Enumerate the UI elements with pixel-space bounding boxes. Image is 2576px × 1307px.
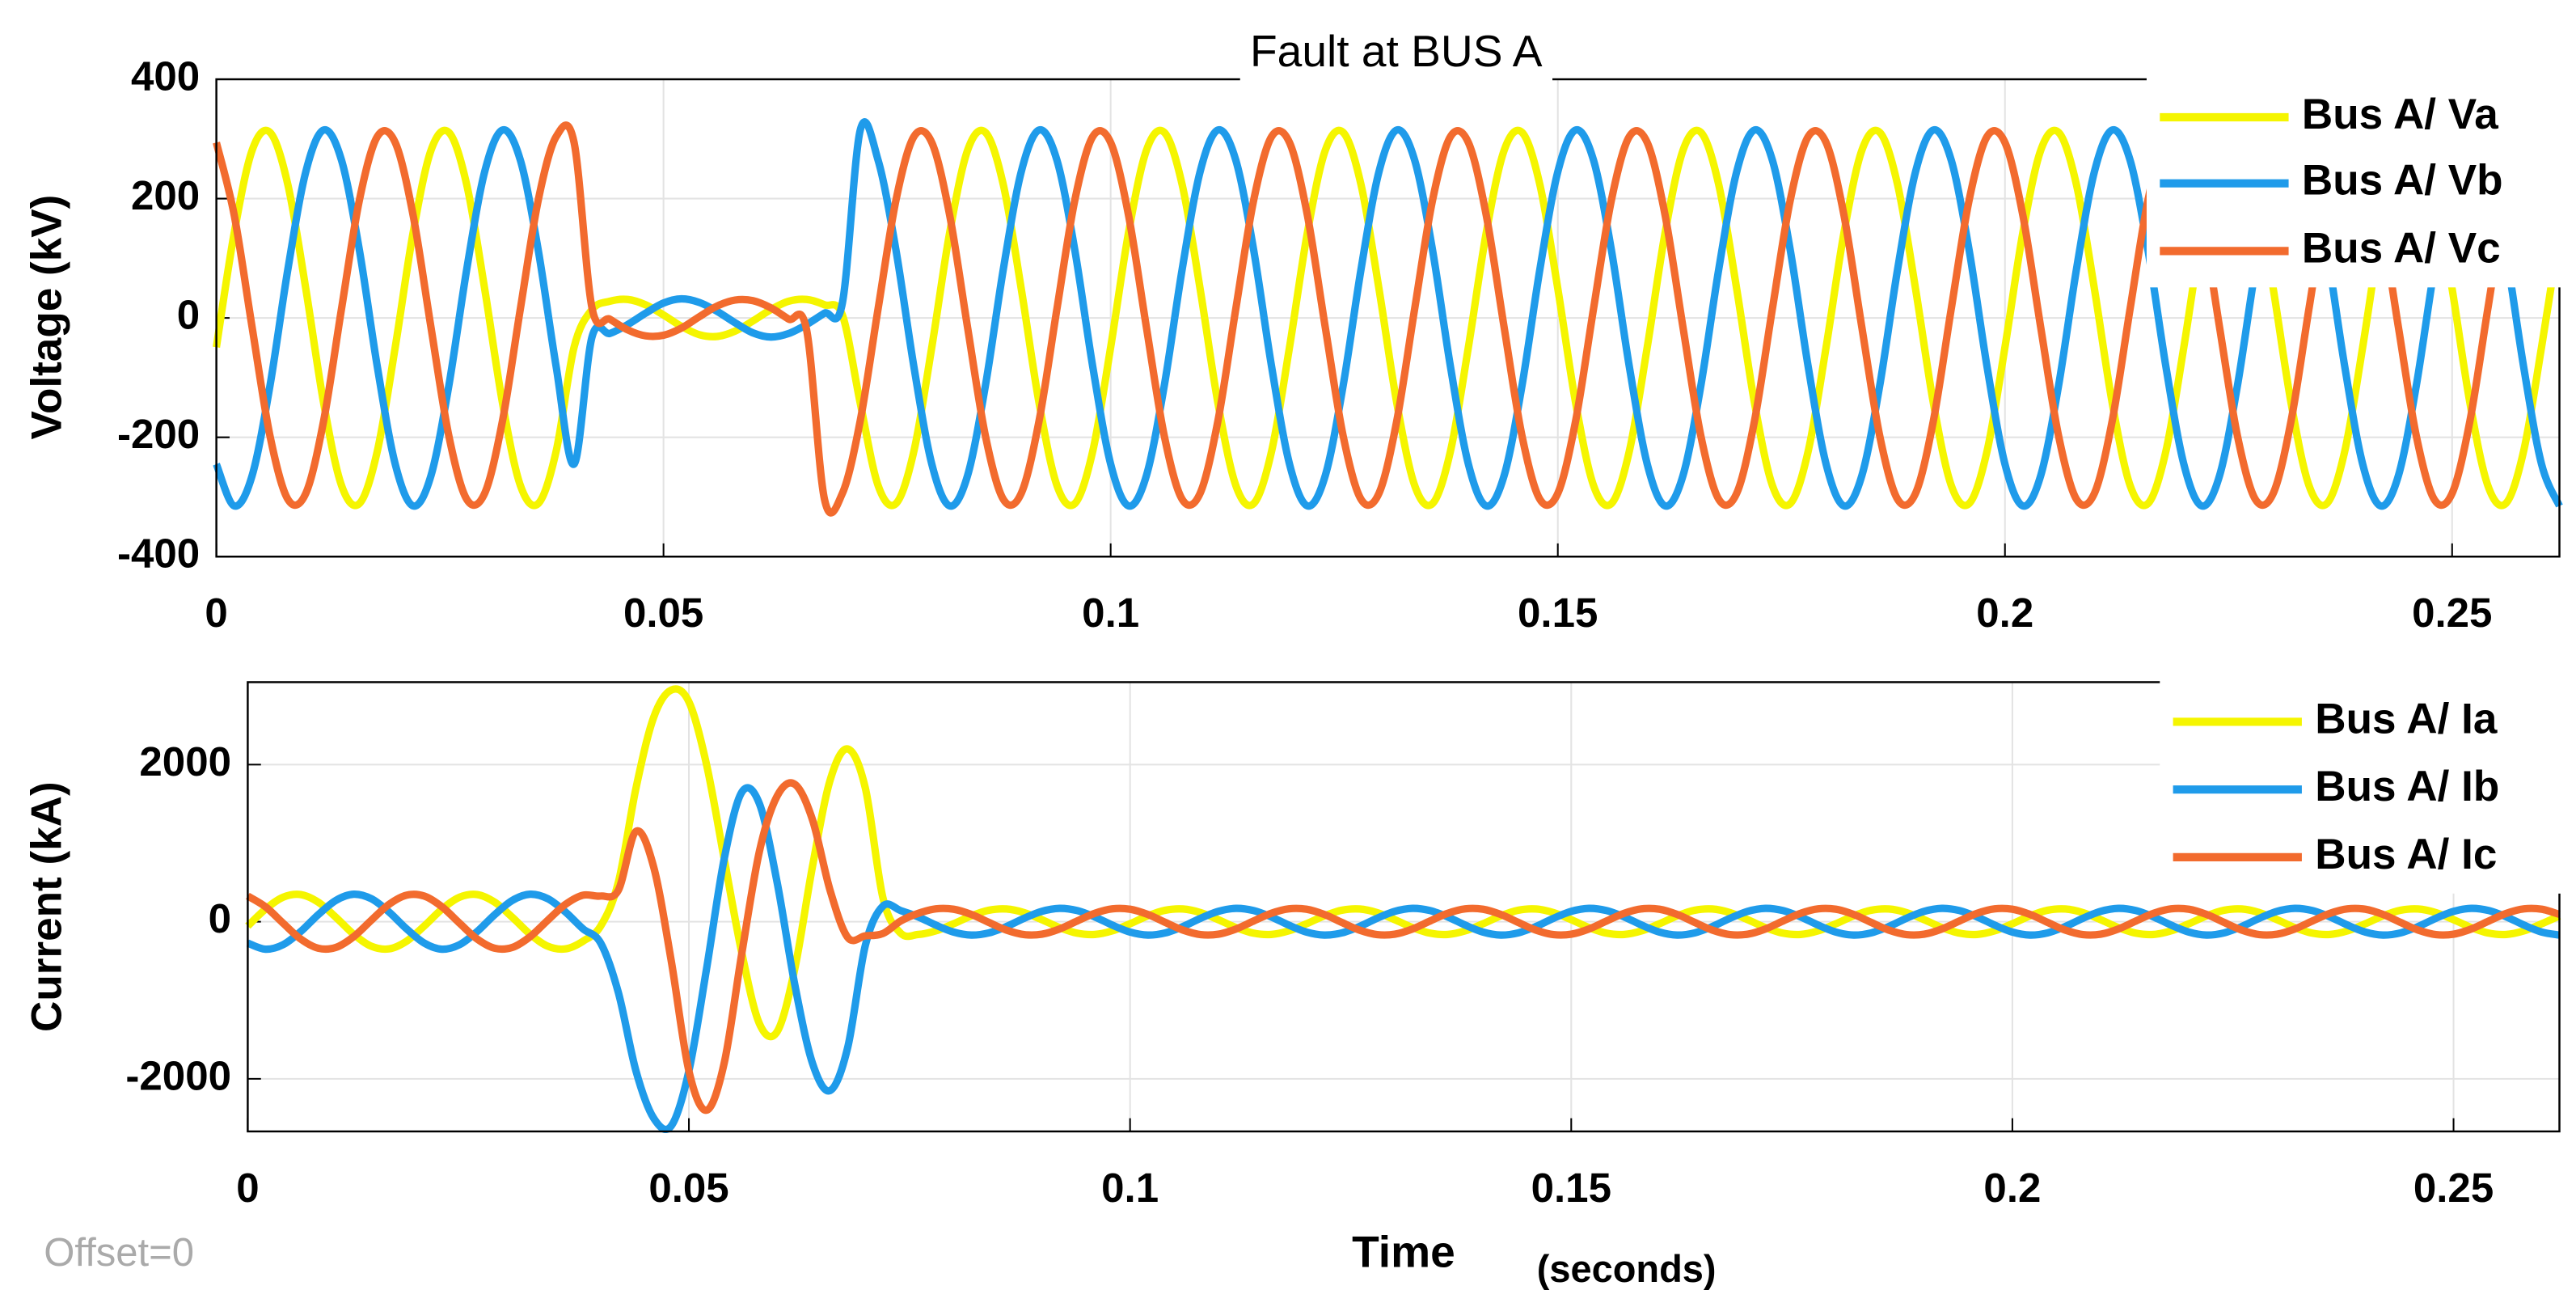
x-tick-label: 0.05 <box>648 1165 728 1211</box>
x-tick-label: 0 <box>236 1165 259 1211</box>
legend-label: Bus A/ Vb <box>2302 157 2503 205</box>
legend-label: Bus A/ Ic <box>2315 831 2497 878</box>
title-background <box>1239 25 1553 83</box>
y-tick-label: 2000 <box>139 738 231 785</box>
x-tick-label: 0.25 <box>2412 590 2492 636</box>
x-tick-label: 0.15 <box>1518 590 1598 636</box>
legend-label: Bus A/ Ib <box>2315 763 2499 810</box>
y-axis-label: Current (kA) <box>23 781 70 1032</box>
x-tick-label: 0.15 <box>1531 1165 1611 1211</box>
y-tick-label: 0 <box>177 292 200 338</box>
x-axis-label: Time <box>1352 1227 1455 1277</box>
legend-label: Bus A/ Va <box>2302 91 2498 138</box>
y-tick-label: -200 <box>117 411 200 457</box>
y-tick-label: 200 <box>131 172 200 218</box>
legend-label: Bus A/ Vc <box>2302 224 2501 272</box>
legend-label: Bus A/ Ia <box>2315 695 2498 742</box>
x-axis-unit: (seconds) <box>1537 1247 1717 1290</box>
x-tick-label: 0.25 <box>2413 1165 2494 1211</box>
x-tick-label: 0 <box>205 590 227 636</box>
x-tick-label: 0.1 <box>1101 1165 1159 1211</box>
series-line <box>245 685 2561 1041</box>
series-line <box>246 784 2561 1133</box>
y-axis-label: Voltage (kV) <box>23 195 70 440</box>
y-tick-label: -400 <box>117 531 200 577</box>
y-tick-label: 0 <box>209 895 231 941</box>
x-tick-label: 0.05 <box>623 590 703 636</box>
series-line <box>246 779 2561 1115</box>
x-tick-label: 0.2 <box>1983 1165 2041 1211</box>
series-line <box>213 126 2564 510</box>
y-tick-label: 400 <box>131 53 200 99</box>
annotation: Offset=0 <box>44 1231 194 1275</box>
y-tick-label: -2000 <box>125 1052 231 1098</box>
x-tick-label: 0.2 <box>1976 590 2033 636</box>
axes-box <box>247 681 2561 1133</box>
chart-title: Fault at BUS A <box>1250 26 1543 76</box>
x-tick-label: 0.1 <box>1082 590 1139 636</box>
